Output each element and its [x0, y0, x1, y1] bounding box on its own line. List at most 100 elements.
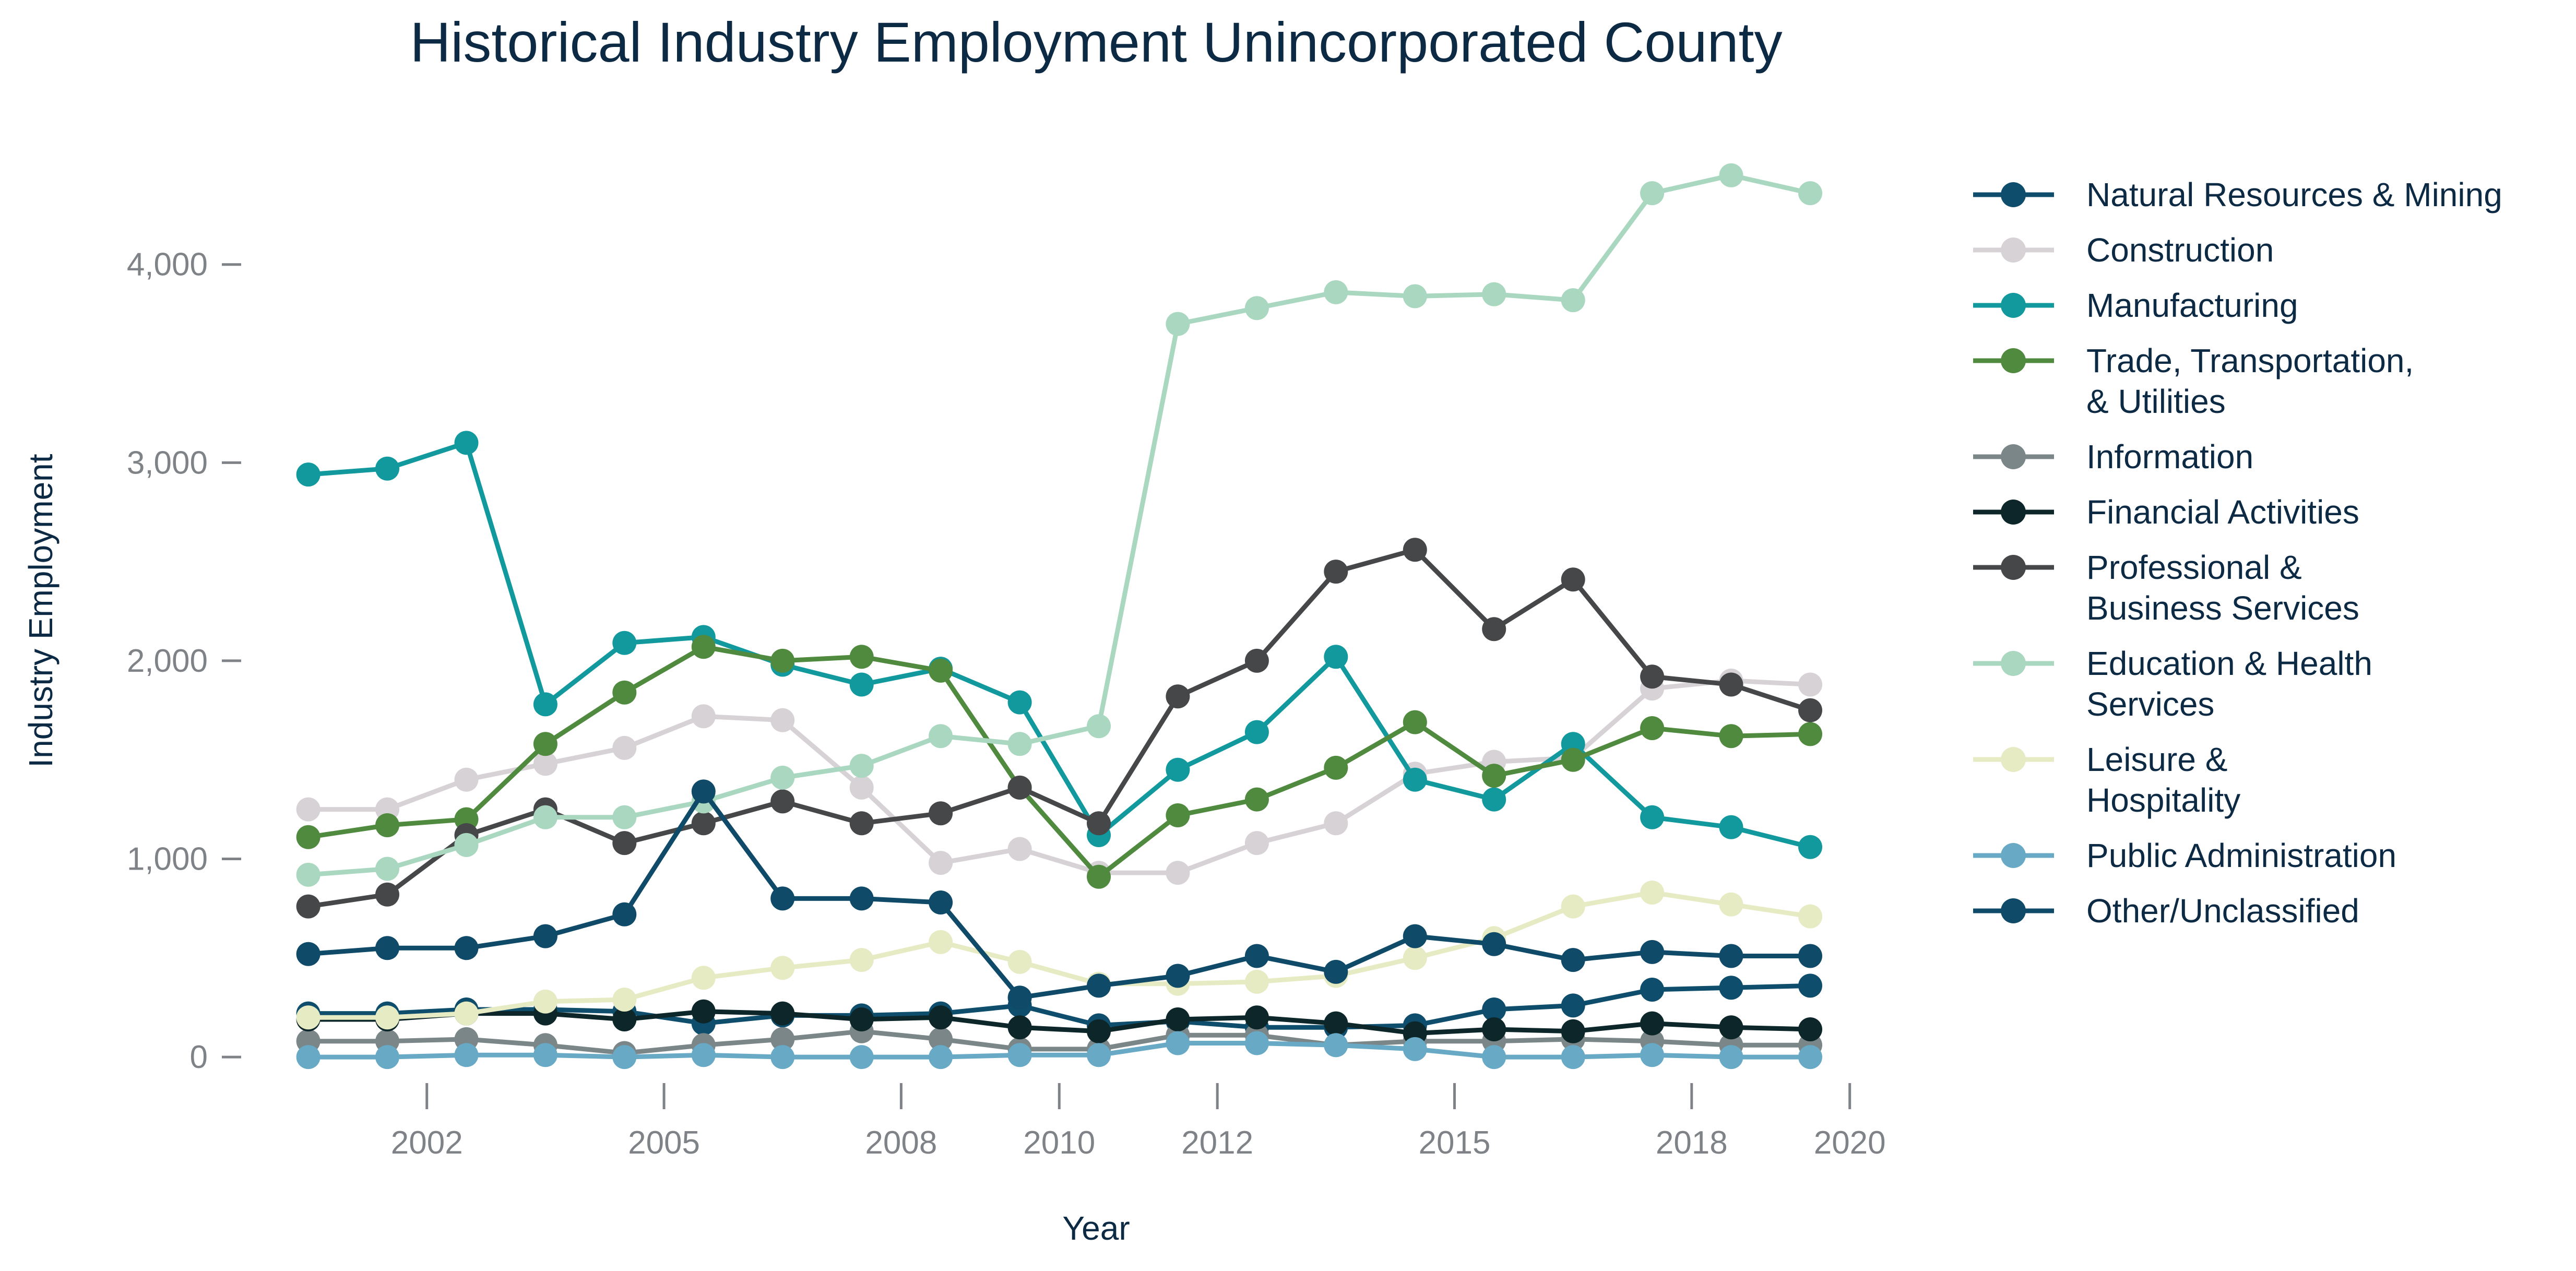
data-point — [1007, 985, 1032, 1010]
data-point — [849, 1045, 874, 1070]
legend-label-line: & Utilities — [2086, 383, 2226, 420]
data-point — [1719, 815, 1743, 839]
data-point — [533, 1043, 557, 1067]
data-point — [1244, 1031, 1269, 1055]
x-tick-label: 2015 — [1419, 1125, 1491, 1161]
data-point — [1166, 964, 1190, 988]
data-point — [770, 789, 795, 814]
series-8 — [296, 881, 1822, 1030]
data-point — [849, 811, 874, 836]
series-7 — [296, 163, 1822, 887]
data-point — [1007, 1043, 1032, 1067]
data-point — [296, 825, 320, 849]
y-tick-label: 3,000 — [127, 445, 208, 481]
legend-item: Natural Resources & Mining — [1973, 176, 2502, 213]
legend-label: Trade, Transportation, & Utilities — [2086, 342, 2414, 420]
y-tick-label: 2,000 — [127, 643, 208, 679]
data-point — [1561, 288, 1585, 313]
data-point — [1798, 181, 1822, 206]
legend-item: Leisure & Hospitality — [1973, 741, 2240, 819]
data-point — [1798, 1045, 1822, 1070]
data-point — [296, 1005, 320, 1030]
data-point — [1719, 892, 1743, 917]
data-point — [1561, 1019, 1585, 1043]
data-point — [1482, 617, 1506, 642]
data-point — [375, 936, 399, 960]
legend-label-line: Education & Health — [2086, 645, 2372, 682]
data-point — [1324, 280, 1348, 304]
data-point — [612, 805, 637, 829]
data-point — [1087, 973, 1111, 998]
data-point — [849, 886, 874, 911]
data-point — [375, 1005, 399, 1030]
legend-swatch-marker — [2001, 500, 2026, 525]
data-point — [1482, 1045, 1506, 1070]
x-tick-label: 2020 — [1814, 1125, 1886, 1161]
legend-label: Other/Unclassified — [2086, 892, 2359, 930]
series-line — [306, 644, 1813, 880]
data-point — [533, 924, 557, 948]
series-line — [306, 547, 1813, 909]
data-point — [454, 431, 479, 455]
data-point — [929, 801, 953, 826]
y-axis-title: Industry Employment — [22, 454, 60, 767]
data-point — [691, 635, 716, 659]
series-line — [306, 1041, 1813, 1060]
data-point — [770, 1045, 795, 1070]
legend-item: Financial Activities — [1973, 493, 2359, 531]
data-point — [849, 775, 874, 800]
series-3 — [296, 635, 1822, 889]
series-line — [306, 789, 1813, 1000]
data-point — [1561, 567, 1585, 592]
data-point — [1166, 1007, 1190, 1031]
data-point — [296, 894, 320, 919]
data-point — [849, 645, 874, 669]
legend-swatch-marker — [2001, 747, 2026, 772]
data-point — [1324, 560, 1348, 584]
data-point — [375, 1045, 399, 1070]
x-axis-title: Year — [1062, 1209, 1130, 1247]
data-point — [1403, 767, 1427, 792]
data-point — [1166, 757, 1190, 782]
data-point — [929, 658, 953, 683]
data-point — [1561, 1045, 1585, 1070]
data-point — [296, 862, 320, 887]
series-line — [306, 678, 1813, 875]
data-point — [770, 1027, 795, 1051]
legend-item: Other/Unclassified — [1973, 892, 2359, 930]
data-point — [770, 648, 795, 673]
data-point — [849, 1007, 874, 1031]
y-tick-label: 1,000 — [127, 841, 208, 877]
data-point — [1087, 1043, 1111, 1067]
legend-item: Education & Health Services — [1973, 645, 2372, 723]
data-point — [454, 833, 479, 857]
data-point — [770, 1001, 795, 1026]
x-tick-label: 2018 — [1656, 1125, 1728, 1161]
data-point — [1324, 645, 1348, 669]
legend-swatch-marker — [2001, 348, 2026, 373]
data-point — [1244, 720, 1269, 744]
data-point — [770, 708, 795, 732]
x-tick-label: 2010 — [1023, 1125, 1095, 1161]
data-point — [1166, 861, 1190, 885]
data-point — [296, 797, 320, 822]
data-point — [1007, 949, 1032, 974]
series-line — [306, 1009, 1813, 1036]
data-point — [612, 680, 637, 705]
legend-label-line: Services — [2086, 685, 2214, 723]
data-point — [1244, 787, 1269, 812]
data-point — [1244, 969, 1269, 994]
chart-title: Historical Industry Employment Unincorpo… — [410, 10, 1783, 74]
legend-label-line: Leisure & — [2086, 741, 2227, 778]
data-point — [1561, 993, 1585, 1018]
data-point — [1719, 1045, 1743, 1070]
data-point — [296, 942, 320, 966]
data-point — [1324, 1011, 1348, 1036]
legend-label: Natural Resources & Mining — [2086, 176, 2502, 213]
data-point — [929, 1027, 953, 1051]
data-point — [1087, 1019, 1111, 1043]
data-point — [1087, 714, 1111, 739]
data-point — [612, 988, 637, 1012]
data-point — [1561, 948, 1585, 972]
data-point — [1166, 1031, 1190, 1055]
